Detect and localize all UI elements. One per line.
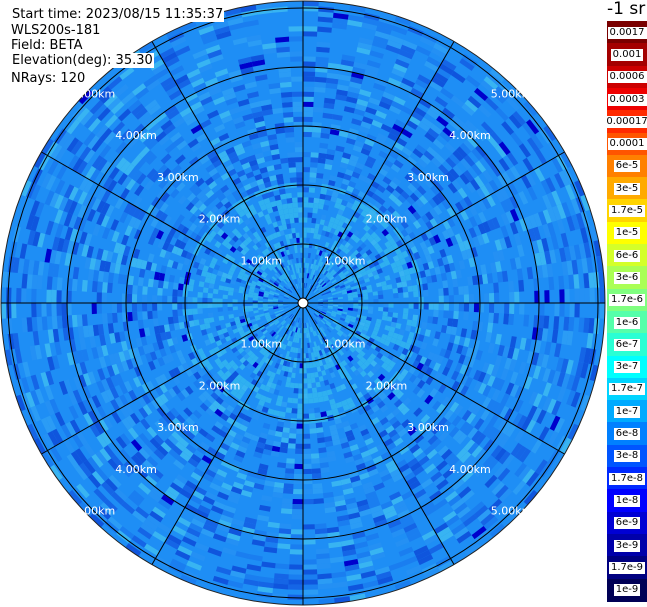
colorbar-level-label: 1e-6 <box>613 316 641 329</box>
backscatter-field <box>1 1 605 605</box>
colorbar-level-label: 1e-8 <box>613 494 641 507</box>
field-label: Field: BETA <box>11 38 83 53</box>
colorbar-level: 0.00017 <box>604 110 647 134</box>
colorbar-level-label: 3e-8 <box>613 450 641 463</box>
range-ring-label: 4.00km <box>449 463 491 476</box>
azimuth-spoke <box>151 302 304 565</box>
instrument-label: WLS200s-181 <box>11 23 101 38</box>
start-time-label: Start time: 2023/08/15 11:35:37 <box>11 7 225 22</box>
range-ring-label: 4.00km <box>115 463 157 476</box>
colorbar-level: 6e-6 <box>607 244 647 268</box>
range-ring-label: 4.00km <box>449 129 491 142</box>
colorbar-level: 0.001 <box>607 43 647 67</box>
range-ring-label: 1.00km <box>241 254 283 267</box>
range-ring-label: 5.00km <box>74 505 116 518</box>
range-ring-label: 2.00km <box>199 213 241 226</box>
azimuth-spoke <box>41 302 304 455</box>
azimuth-spoke <box>302 302 565 455</box>
colorbar-level-label: 1e-9 <box>613 584 641 597</box>
colorbar-level: 6e-8 <box>607 422 647 446</box>
colorbar-level-label: 0.001 <box>610 48 644 61</box>
colorbar-level-label: 1.7e-9 <box>608 561 646 574</box>
colorbar-level: 0.0003 <box>607 87 647 112</box>
colorbar-level-label: 0.00017 <box>604 115 647 128</box>
range-ring-label: 3.00km <box>157 171 199 184</box>
range-ring-label: 3.00km <box>407 171 449 184</box>
colorbar-level-label: 0.0006 <box>607 71 647 84</box>
colorbar-level: 3e-8 <box>607 444 647 468</box>
range-ring-label: 2.00km <box>199 379 241 392</box>
colorbar-level-label: 3e-9 <box>613 539 641 552</box>
colorbar-level-label: 1e-5 <box>613 227 641 240</box>
colorbar-level-label: 1.7e-6 <box>608 294 646 307</box>
colorbar-level-label: 1e-7 <box>613 405 641 418</box>
colorbar-level: 1e-5 <box>607 221 647 245</box>
colorbar-level: 3e-5 <box>607 177 647 201</box>
elevation-label: Elevation(deg): 35.30 <box>11 53 154 68</box>
colorbar-level-label: 3e-7 <box>613 361 641 374</box>
azimuth-spoke <box>302 41 455 304</box>
colorbar-level-label: 0.0003 <box>607 93 647 106</box>
colorbar-level-label: 3e-6 <box>613 271 641 284</box>
azimuth-spoke <box>302 151 565 304</box>
colorbar-level: 1e-8 <box>607 489 647 513</box>
colorbar-level: 1.7e-8 <box>607 467 647 491</box>
colorbar-level-label: 1.7e-8 <box>608 472 646 485</box>
range-ring-label: 1.00km <box>241 338 283 351</box>
range-ring-label: 4.00km <box>115 129 157 142</box>
colorbar-level-label: 1.7e-5 <box>608 205 646 218</box>
colorbar-level: 0.0017 <box>607 21 647 45</box>
colorbar-level: 1e-7 <box>607 400 647 424</box>
colorbar-level: 3e-9 <box>607 533 647 558</box>
range-ring-label: 3.00km <box>157 421 199 434</box>
colorbar-level-label: 6e-8 <box>613 428 641 441</box>
colorbar-level: 6e-9 <box>607 511 647 535</box>
colorbar-level: 6e-7 <box>607 333 647 357</box>
colorbar-level: 6e-5 <box>607 154 647 179</box>
colorbar-level: 1.7e-7 <box>607 377 647 402</box>
range-ring-label: 2.00km <box>366 379 408 392</box>
colorbar-level: 1e-6 <box>607 310 647 335</box>
azimuth-spoke <box>151 41 304 304</box>
range-ring-label: 5.00km <box>491 505 533 518</box>
colorbar-level: 0.0006 <box>607 65 647 89</box>
radar-center-marker <box>297 297 309 309</box>
range-ring-label: 2.00km <box>366 213 408 226</box>
colorbar-level: 3e-6 <box>607 266 647 290</box>
colorbar-level: 1e-9 <box>607 578 647 602</box>
azimuth-spoke <box>302 302 455 565</box>
colorbar-level: 1.7e-5 <box>607 199 647 223</box>
ppi-radar-plot: 1.00km 1.00km 1.00km 1.00km 2.00km 2.00km 2.00… <box>0 0 606 606</box>
colorbar-level-label: 0.0001 <box>607 138 647 151</box>
colorbar-level-label: 6e-9 <box>613 517 641 530</box>
colorbar-level-label: 6e-7 <box>613 338 641 351</box>
range-ring-label: 5.00km <box>491 87 533 100</box>
range-ring-label: 1.00km <box>324 338 366 351</box>
colorbar-level: 3e-7 <box>607 355 647 379</box>
colorbar-unit-label: -1 sr <box>607 0 646 19</box>
colorbar-level-label: 3e-5 <box>613 182 641 195</box>
range-ring-label: 1.00km <box>324 254 366 267</box>
colorbar-level: 0.0001 <box>607 132 647 156</box>
azimuth-spoke <box>41 151 304 304</box>
colorbar-level-label: 6e-6 <box>613 249 641 262</box>
colorbar-level-label: 1.7e-7 <box>608 383 646 396</box>
colorbar-level-label: 6e-5 <box>613 160 641 173</box>
colorbar-level-label: 0.0017 <box>607 26 647 39</box>
nrays-label: NRays: 120 <box>11 71 86 86</box>
colorbar-level: 1.7e-6 <box>607 288 647 312</box>
colorbar-level: 1.7e-9 <box>607 556 647 580</box>
range-ring-label: 5.00km <box>74 87 116 100</box>
range-ring-label: 3.00km <box>407 421 449 434</box>
